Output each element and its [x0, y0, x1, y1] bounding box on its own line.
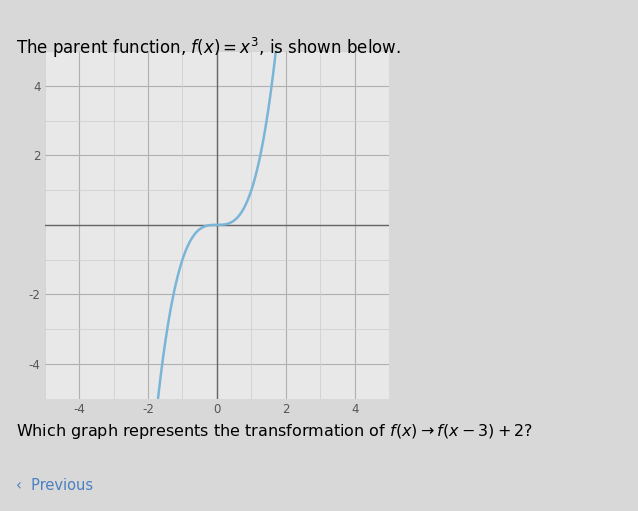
- Text: Which graph represents the transformation of $f(x) \rightarrow f(x-3)+2$?: Which graph represents the transformatio…: [16, 422, 533, 440]
- Text: The parent function, $f(x) = x^3$, is shown below.: The parent function, $f(x) = x^3$, is sh…: [16, 36, 401, 60]
- Text: ‹  Previous: ‹ Previous: [16, 478, 93, 493]
